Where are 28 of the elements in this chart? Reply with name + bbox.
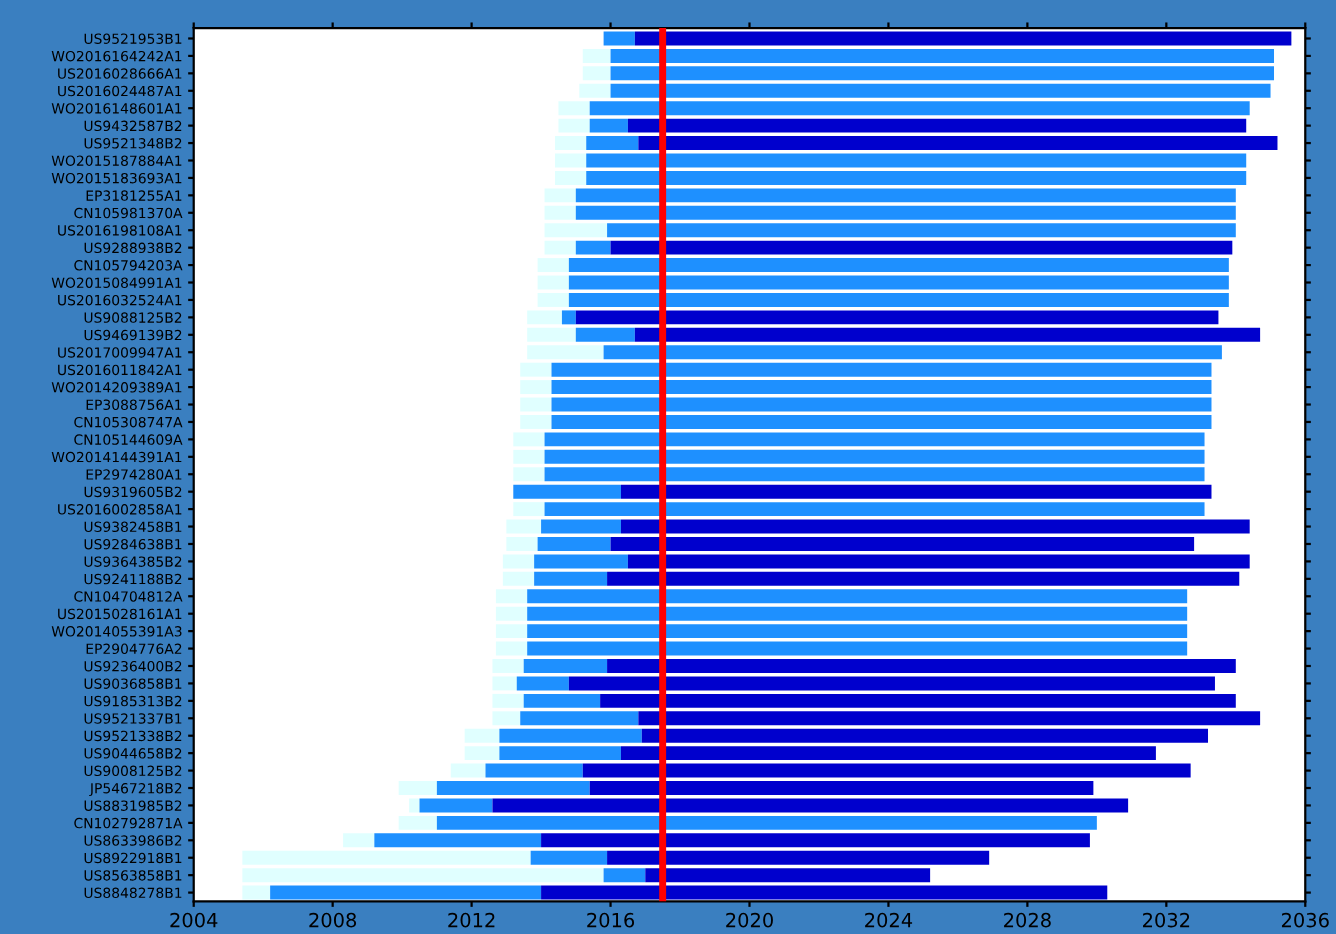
- bar: [270, 885, 542, 900]
- x-tick-label: 2016: [587, 912, 635, 928]
- x-tick-label: 2004: [170, 912, 218, 928]
- x-tick-label: 2020: [726, 912, 773, 928]
- x-tick-label: 2028: [1004, 912, 1051, 928]
- bar: [541, 885, 1108, 900]
- bar: [634, 327, 1261, 342]
- x-tick-label: 2012: [448, 912, 495, 928]
- bar: [610, 240, 1233, 255]
- bar: [586, 153, 1247, 168]
- bar: [603, 31, 635, 46]
- bar: [634, 31, 1292, 46]
- bar: [450, 763, 486, 778]
- bar: [513, 502, 545, 517]
- x-tick-label: 2036: [1281, 912, 1329, 928]
- bar: [537, 275, 569, 290]
- bar: [398, 815, 437, 830]
- bar: [620, 484, 1212, 499]
- bar: [575, 310, 1219, 325]
- bar: [343, 833, 375, 848]
- x-tick-label: 2008: [309, 912, 357, 928]
- bar: [568, 275, 1229, 290]
- bar: [541, 833, 1090, 848]
- x-tick-label: 2032: [1143, 912, 1190, 928]
- bar: [242, 885, 271, 900]
- bar: [607, 571, 1240, 586]
- x-tick-label: 2024: [865, 912, 913, 928]
- bar: [554, 153, 587, 168]
